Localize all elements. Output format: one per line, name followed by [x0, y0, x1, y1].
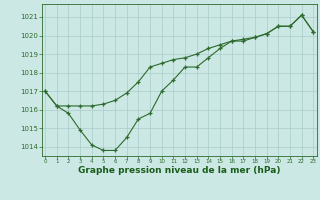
X-axis label: Graphe pression niveau de la mer (hPa): Graphe pression niveau de la mer (hPa): [78, 166, 280, 175]
